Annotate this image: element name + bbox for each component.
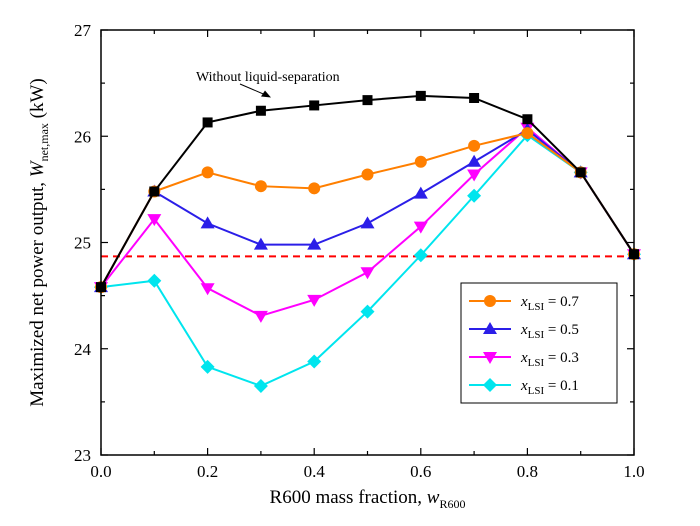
y-tick-label: 24 [74,340,92,359]
x-axis-title-var: w [427,487,440,508]
legend-entry-0: xLSI = 0.7 [469,294,579,313]
data-point-s2-5 [360,216,375,229]
legend-label-var: x [520,294,528,310]
data-point-s1-5 [361,168,374,181]
data-point-s2-3 [253,237,268,250]
legend-label-sub: LSI [528,385,545,397]
data-point-s2-6 [413,186,428,199]
data-point-s0-1 [149,186,160,197]
data-point-s2-2 [200,216,215,229]
data-point-s3-6 [413,221,428,234]
data-point-s3-7 [467,169,482,182]
annotation-label: Without liquid-separation [196,70,340,85]
legend-label: xLSI = 0.7 [520,294,579,313]
y-axis-title-main: Maximized net power output, [27,177,48,407]
y-tick-label: 27 [74,21,92,40]
data-point-s4-2 [200,359,215,374]
data-point-s2-7 [467,154,482,167]
data-point-s0-8 [522,114,533,125]
legend-label: xLSI = 0.1 [520,378,579,397]
x-axis-title-main: R600 mass fraction, [270,487,427,508]
data-point-s4-6 [413,248,428,263]
y-axis-title-unit: (kW) [27,78,48,123]
data-point-s4-4 [307,354,322,369]
data-point-s4-5 [360,304,375,319]
y-axis-title: Maximized net power output, Wnet,max (kW… [27,78,51,407]
legend-label-value: = 0.3 [544,350,579,366]
data-point-s3-5 [360,267,375,280]
legend-label: xLSI = 0.3 [520,350,579,369]
data-point-s2-4 [307,237,322,250]
legend-entry-2: xLSI = 0.3 [469,350,579,369]
y-tick-label: 23 [74,446,91,465]
x-tick-label: 0.2 [197,462,218,481]
legend-label-var: x [520,378,528,394]
y-axis-title-sub: net,max [37,123,51,161]
x-axis-title: R600 mass fraction, wR600 [270,487,466,511]
data-point-s1-2 [201,166,214,179]
data-point-s3-4 [307,294,322,307]
legend-label-sub: LSI [528,329,545,341]
data-point-s0-9 [575,167,586,178]
y-axis-title-var: W [27,159,48,177]
data-point-s3-1 [147,214,162,227]
x-tick-label: 0.0 [90,462,111,481]
data-point-s1-4 [308,182,321,195]
legend-swatch-marker [483,352,497,364]
legend-label-sub: LSI [528,301,545,313]
data-point-s0-6 [415,90,426,101]
legend-swatch-marker [483,322,497,334]
data-point-s3-3 [253,310,268,323]
legend-label: xLSI = 0.5 [520,322,579,341]
data-point-s1-7 [468,139,481,152]
legend-label-value: = 0.7 [544,294,579,310]
data-point-s3-2 [200,283,215,296]
x-tick-label: 1.0 [623,462,644,481]
x-tick-label: 0.6 [410,462,431,481]
legend-swatch-marker [483,378,497,392]
x-axis-title-sub: R600 [439,497,465,511]
legend-swatch-marker [484,295,496,307]
data-point-s4-7 [467,188,482,203]
data-point-s0-5 [362,95,373,106]
y-tick-label: 25 [74,234,91,253]
y-tick-label: 26 [74,127,91,146]
data-point-s1-6 [414,155,427,168]
data-point-s4-1 [147,273,162,288]
legend-label-sub: LSI [528,357,545,369]
legend-label-value: = 0.1 [544,378,579,394]
data-point-s0-7 [469,93,480,103]
legend-label-value: = 0.5 [544,322,579,338]
data-point-s1-8 [521,127,534,140]
legend-label-var: x [520,350,528,366]
data-point-s0-2 [202,117,213,128]
x-tick-label: 0.8 [517,462,538,481]
data-point-s4-3 [253,378,268,393]
x-tick-label: 0.4 [304,462,326,481]
annotation-arrowhead [261,90,271,98]
legend-label-var: x [520,322,528,338]
legend-entry-1: xLSI = 0.5 [469,322,579,341]
legend-entry-3: xLSI = 0.1 [469,378,579,397]
data-point-s0-4 [309,100,320,111]
data-point-s1-3 [254,180,267,193]
data-point-s0-3 [255,105,266,116]
